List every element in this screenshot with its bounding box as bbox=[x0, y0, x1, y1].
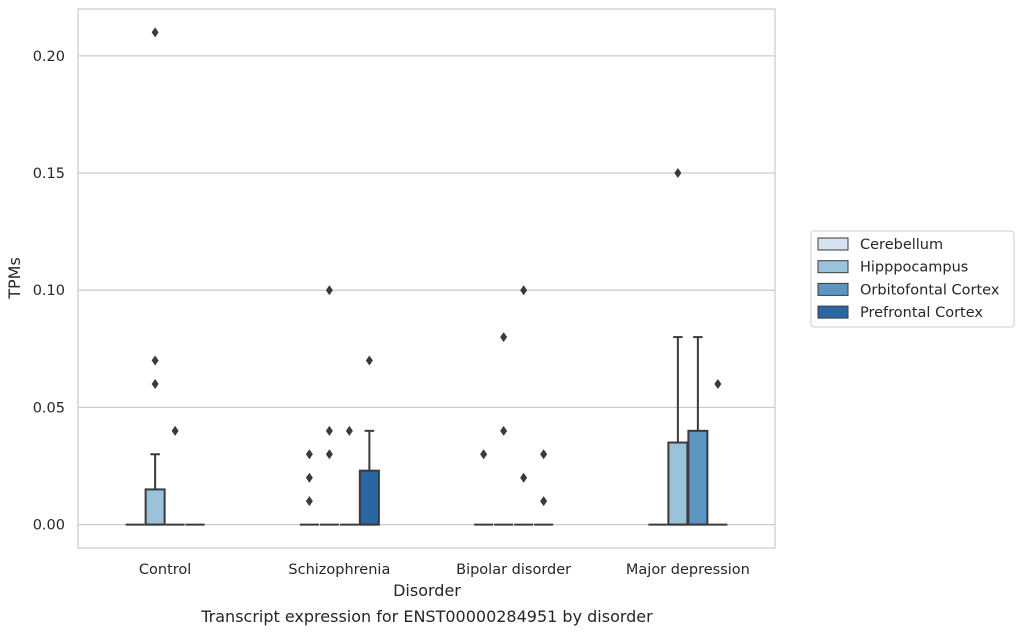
y-axis-ticks: 0.00 0.05 0.10 0.15 0.20 bbox=[33, 49, 65, 534]
legend-frame bbox=[810, 230, 1015, 328]
legend-items: Cerebellum Hipppocampus Orbitofontal Corte… bbox=[817, 237, 1000, 321]
legend-swatch bbox=[817, 237, 849, 251]
box-group bbox=[299, 449, 319, 526]
legend: Cerebellum Hipppocampus Orbitofontal Corte… bbox=[810, 230, 1015, 328]
box bbox=[667, 441, 689, 526]
x-axis-label: Disorder bbox=[393, 581, 461, 600]
plot-area bbox=[78, 9, 775, 548]
x-axis-ticks: Control Schizophrenia Bipolar disorder Majo… bbox=[139, 562, 750, 578]
box-group bbox=[339, 425, 359, 526]
outlier-point bbox=[520, 285, 528, 296]
x-tick-label: Major depression bbox=[626, 562, 750, 578]
outlier-point bbox=[500, 332, 508, 343]
x-tick-label: Control bbox=[139, 562, 191, 578]
outlier-point bbox=[325, 449, 333, 460]
box-group bbox=[165, 425, 185, 526]
outlier-point bbox=[345, 425, 353, 436]
outlier-point bbox=[365, 355, 373, 366]
outlier-point bbox=[325, 285, 333, 296]
box bbox=[358, 469, 380, 526]
outlier-point bbox=[520, 472, 528, 483]
outlier-point bbox=[305, 449, 313, 460]
legend-swatch bbox=[817, 305, 849, 319]
box-group bbox=[514, 285, 534, 526]
legend-label: Orbitofontal Cortex bbox=[860, 282, 1000, 298]
box-group bbox=[534, 449, 554, 526]
outlier-point bbox=[540, 496, 548, 507]
box-group bbox=[319, 285, 339, 526]
outlier-point bbox=[540, 449, 548, 460]
y-tick-label: 0.05 bbox=[33, 400, 65, 416]
legend-label: Prefrontal Cortex bbox=[860, 305, 983, 321]
y-tick-label: 0.15 bbox=[33, 166, 65, 182]
box-group bbox=[474, 449, 494, 526]
outlier-point bbox=[305, 496, 313, 507]
legend-label: Cerebellum bbox=[860, 237, 943, 253]
outlier-point bbox=[714, 378, 722, 389]
box-group bbox=[494, 332, 514, 526]
y-tick-label: 0.20 bbox=[33, 49, 65, 65]
outlier-point bbox=[151, 378, 159, 389]
plot-marks bbox=[125, 27, 728, 526]
box-group bbox=[708, 378, 728, 526]
outlier-point bbox=[151, 27, 159, 38]
box bbox=[687, 429, 709, 526]
outlier-point bbox=[305, 472, 313, 483]
y-tick-label: 0.10 bbox=[33, 283, 65, 299]
y-tick-label: 0.00 bbox=[33, 518, 65, 534]
outlier-point bbox=[480, 449, 488, 460]
legend-label: Hipppocampus bbox=[860, 260, 968, 276]
box-group bbox=[358, 355, 380, 526]
legend-swatch bbox=[817, 282, 849, 296]
outlier-point bbox=[171, 425, 179, 436]
x-tick-label: Schizophrenia bbox=[288, 562, 390, 578]
box-group bbox=[144, 27, 166, 526]
plot-frame bbox=[77, 8, 776, 549]
outlier-point bbox=[151, 355, 159, 366]
chart-title: Transcript expression for ENST0000028495… bbox=[200, 607, 653, 626]
outlier-point bbox=[674, 168, 682, 179]
x-tick-label: Bipolar disorder bbox=[456, 562, 571, 578]
outlier-point bbox=[500, 425, 508, 436]
box bbox=[144, 488, 166, 526]
legend-swatch bbox=[817, 260, 849, 274]
outlier-point bbox=[325, 425, 333, 436]
y-axis-label: TPMs bbox=[5, 257, 24, 300]
box-group bbox=[687, 336, 709, 526]
